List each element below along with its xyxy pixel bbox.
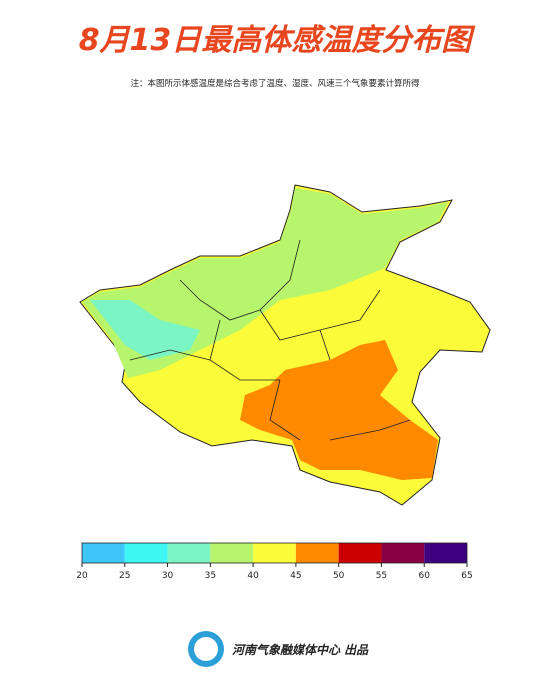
city-boundaries: [129, 239, 411, 441]
legend-swatch: [210, 543, 254, 563]
hot-region: [240, 340, 438, 480]
legend-tick-label: 45: [290, 571, 301, 581]
legend-swatch: [295, 543, 339, 563]
logo-inner: [194, 637, 218, 661]
map: [79, 184, 491, 506]
legend-tick-label: 60: [418, 571, 430, 581]
legend-swatch: [381, 543, 425, 563]
legend-frame: [81, 542, 468, 564]
legend-swatch: [82, 543, 125, 563]
footer: 河南气象融媒体中心 出品: [232, 643, 369, 657]
coolest-region: [90, 300, 200, 360]
legend-swatch: [167, 543, 211, 563]
legend-tick-label: 55: [376, 571, 387, 581]
legend: 20 25 30 35 40 45 50 55 60 65: [76, 542, 473, 581]
legend-tick-label: 20: [76, 571, 88, 581]
legend-tick-label: 65: [461, 571, 472, 581]
legend-swatch: [424, 543, 467, 563]
legend-swatch: [338, 543, 382, 563]
note: 注：本图所示体感温度是综合考虑了温度、湿度、风速三个气象要素计算所得: [130, 78, 420, 89]
legend-swatch: [124, 543, 168, 563]
legend-tick-label: 40: [247, 571, 259, 581]
legend-tick-label: 25: [119, 571, 130, 581]
legend-tick-label: 30: [162, 571, 174, 581]
legend-swatch: [253, 543, 296, 563]
title: 8月13日最高体感温度分布图: [79, 23, 477, 58]
legend-tick-label: 50: [333, 571, 345, 581]
legend-tick-label: 35: [205, 571, 216, 581]
